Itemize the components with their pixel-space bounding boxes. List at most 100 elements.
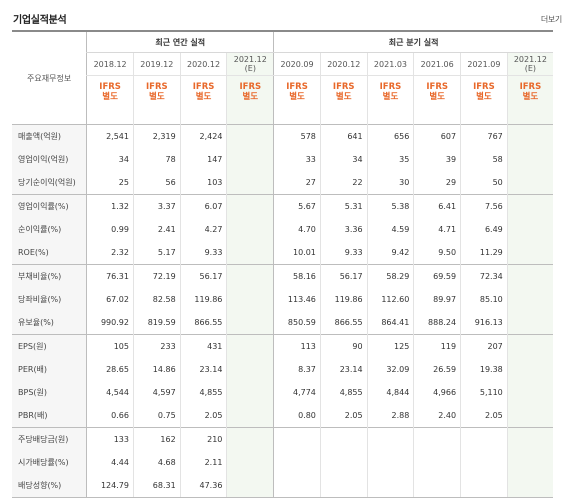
annual-value	[226, 241, 274, 265]
annual-value	[226, 334, 274, 358]
quarter-value: 916.13	[460, 311, 508, 335]
estimate-mark: (E)	[524, 64, 537, 73]
annual-value: 105	[86, 334, 134, 358]
table-row: 당기순이익(억원) 25 56 103 27 22 30 29 50	[12, 171, 553, 195]
row-label: 영업이익(억원)	[12, 148, 87, 171]
accounting-standard: IFRS 별도	[132, 75, 181, 125]
quarter-value	[506, 381, 553, 404]
table-header: 주요재무정보 최근 연간 실적 최근 분기 실적 2018.12 2019.12 2…	[12, 30, 553, 125]
annual-value	[226, 404, 274, 428]
period-header: 2020.12	[319, 52, 368, 76]
annual-value	[226, 171, 274, 195]
annual-value: 1.32	[86, 194, 134, 218]
quarter-value: 30	[366, 171, 414, 195]
quarter-value: 5.31	[319, 194, 368, 218]
annual-value: 56.17	[179, 264, 227, 288]
annual-value	[226, 148, 274, 171]
quarter-value: 0.80	[273, 404, 321, 428]
period-label: 2021.09	[467, 59, 501, 69]
quarter-value: 58.16	[273, 264, 321, 288]
quarter-value	[273, 474, 321, 498]
annual-value: 0.75	[132, 404, 181, 428]
quarter-value	[506, 427, 553, 451]
annual-value: 4,855	[179, 381, 227, 404]
standard-ifrs: IFRS	[192, 82, 215, 92]
quarter-value	[460, 427, 508, 451]
annual-value: 78	[132, 148, 181, 171]
quarter-value	[273, 427, 321, 451]
annual-value: 133	[86, 427, 134, 451]
standard-separate: 별도	[335, 92, 352, 102]
quarter-value	[506, 241, 553, 265]
quarter-value	[273, 451, 321, 474]
accounting-standard: IFRS 별도	[273, 75, 321, 125]
annual-value: 162	[132, 427, 181, 451]
period-header: 2020.09	[273, 52, 321, 76]
quarter-value: 113.46	[273, 288, 321, 311]
quarter-group-header: 최근 분기 실적	[273, 30, 553, 53]
annual-value: 119.86	[179, 288, 227, 311]
table-row: 영업이익률(%) 1.32 3.37 6.07 5.67 5.31 5.38 6.41 7.56	[12, 194, 553, 218]
annual-value: 819.59	[132, 311, 181, 335]
period-header: 2020.12	[179, 52, 227, 76]
period-header: 2019.12	[132, 52, 181, 76]
table-row: PBR(배) 0.66 0.75 2.05 0.80 2.05 2.88 2.40 2.05	[12, 404, 553, 428]
annual-value: 4.44	[86, 451, 134, 474]
period-label: 2020.09	[280, 59, 314, 69]
quarter-value	[319, 451, 368, 474]
quarter-value	[506, 358, 553, 381]
period-label: 2020.12	[187, 59, 221, 69]
quarter-value: 29	[413, 171, 461, 195]
quarter-value: 4,966	[413, 381, 461, 404]
quarter-value	[506, 474, 553, 498]
annual-value: 233	[132, 334, 181, 358]
quarter-value: 35	[366, 148, 414, 171]
table-row: 영업이익(억원) 34 78 147 33 34 35 39 58	[12, 148, 553, 171]
standard-ifrs: IFRS	[99, 82, 121, 92]
row-label: 영업이익률(%)	[12, 194, 87, 218]
table-row: 부채비율(%) 76.31 72.19 56.17 58.16 56.17 58.29 69.…	[12, 264, 553, 288]
financial-summary-widget: 기업실적분석 더보기 주요재무정보 최근 연간 실적 최근 분기 실적 2018…	[12, 15, 562, 498]
row-label: 당좌비율(%)	[12, 288, 87, 311]
quarter-value: 5.38	[366, 194, 414, 218]
period-label: 2019.12	[140, 59, 174, 69]
annual-value: 2.41	[132, 218, 181, 241]
quarter-value: 119	[413, 334, 461, 358]
standard-separate: 별도	[149, 92, 165, 102]
quarter-value: 207	[460, 334, 508, 358]
row-label: 순이익률(%)	[12, 218, 87, 241]
row-label: 유보율(%)	[12, 311, 87, 335]
quarter-value: 4,774	[273, 381, 321, 404]
period-header: 2021.12 (E)	[506, 52, 553, 76]
table-row: ROE(%) 2.32 5.17 9.33 10.01 9.33 9.42 9.50 11.29	[12, 241, 553, 265]
standard-separate: 별도	[522, 92, 539, 102]
annual-value	[226, 474, 274, 498]
annual-value: 103	[179, 171, 227, 195]
quarter-value: 58.29	[366, 264, 414, 288]
quarter-value: 89.97	[413, 288, 461, 311]
standard-separate: 별도	[195, 92, 212, 102]
quarter-value	[319, 474, 368, 498]
annual-value	[226, 288, 274, 311]
more-link[interactable]: 더보기	[540, 15, 562, 24]
quarter-value: 85.10	[460, 288, 508, 311]
table-row: PER(배) 28.65 14.86 23.14 8.37 23.14 32.09 26.59…	[12, 358, 553, 381]
period-header: 2021.09	[460, 52, 508, 76]
standard-ifrs: IFRS	[146, 82, 168, 92]
annual-value: 5.17	[132, 241, 181, 265]
annual-value: 4.27	[179, 218, 227, 241]
annual-value: 210	[179, 427, 227, 451]
quarter-value: 850.59	[273, 311, 321, 335]
quarter-value: 11.29	[460, 241, 508, 265]
quarter-value: 6.49	[460, 218, 508, 241]
annual-value: 2.05	[179, 404, 227, 428]
quarter-value: 34	[319, 148, 368, 171]
quarter-value: 4.59	[366, 218, 414, 241]
period-header: 2021.12 (E)	[226, 52, 274, 76]
annual-value: 2,424	[179, 124, 227, 148]
annual-value: 3.37	[132, 194, 181, 218]
quarter-value: 578	[273, 124, 321, 148]
standard-separate: 별도	[429, 92, 445, 102]
quarter-value: 2.05	[460, 404, 508, 428]
standard-ifrs: IFRS	[426, 82, 448, 92]
